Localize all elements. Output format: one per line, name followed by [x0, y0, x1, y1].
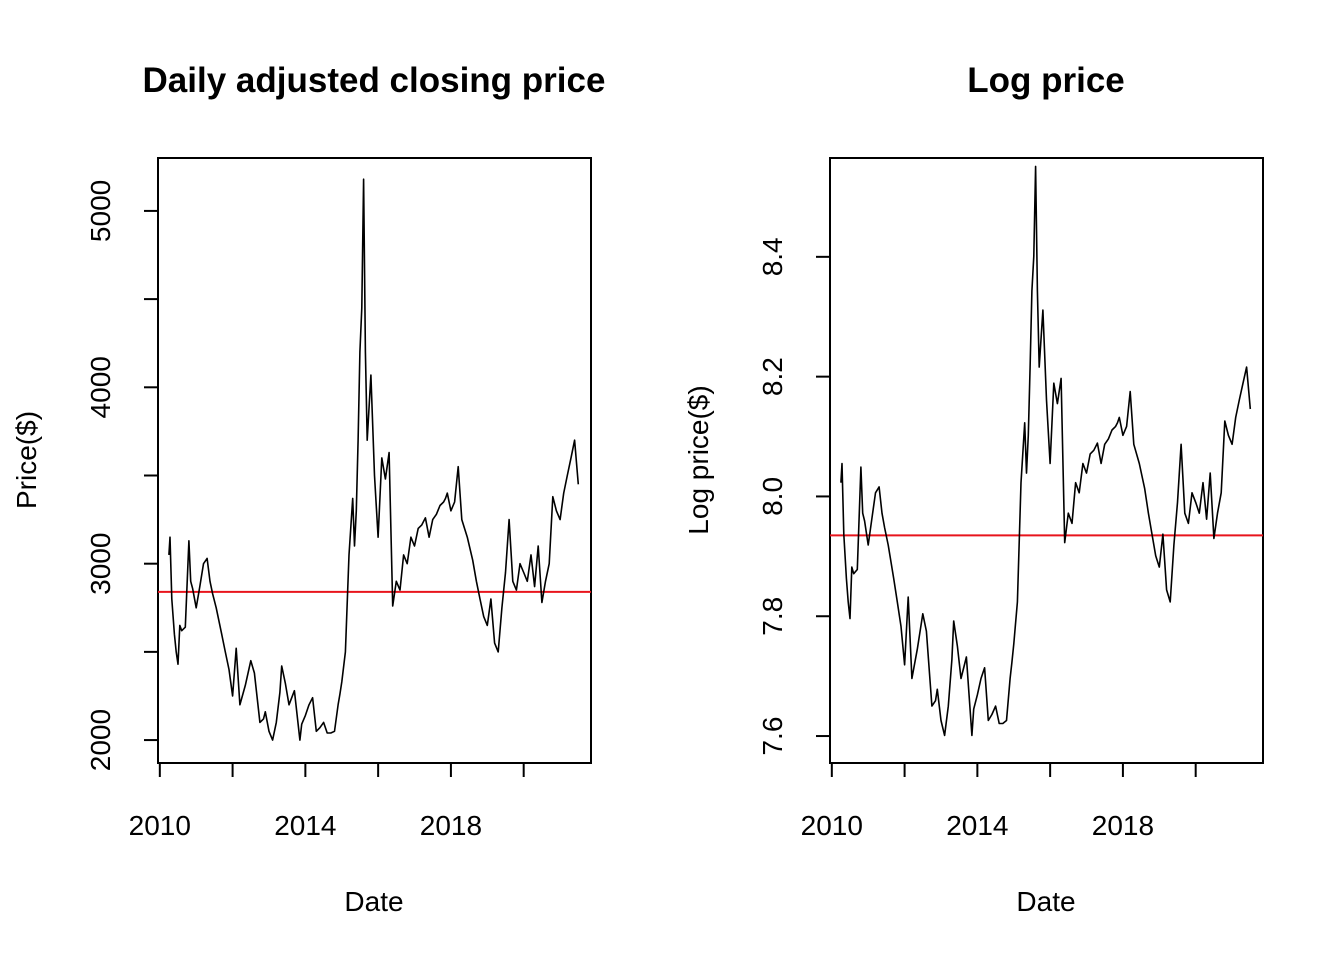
x-tick-label: 2010 — [801, 810, 863, 841]
y-axis-ticks: 7.6 7.8 8.0 8.2 8.4 — [757, 237, 830, 756]
y-axis-ticks: 2000 3000 4000 5000 — [85, 180, 158, 771]
log-price-series-line — [840, 165, 1252, 737]
y-axis-label: Price($) — [11, 411, 42, 509]
y-tick-label: 7.6 — [757, 717, 788, 756]
y-tick-label: 8.4 — [757, 237, 788, 276]
price-series-line — [168, 178, 580, 741]
y-tick-label: 3000 — [85, 533, 116, 595]
y-tick-label: 5000 — [85, 180, 116, 242]
y-tick-label: 7.8 — [757, 597, 788, 636]
y-axis-label: Log price($) — [683, 385, 714, 534]
chart-title: Log price — [967, 61, 1125, 100]
y-tick-label: 2000 — [85, 709, 116, 771]
y-tick-label: 4000 — [85, 356, 116, 418]
x-tick-label: 2018 — [1092, 810, 1154, 841]
chart-title: Daily adjusted closing price — [143, 61, 606, 100]
price-chart-panel: Daily adjusted closing price 2010 2014 201… — [11, 61, 605, 917]
x-axis-label: Date — [1016, 886, 1075, 917]
x-tick-label: 2014 — [274, 810, 336, 841]
x-tick-label: 2010 — [129, 810, 191, 841]
x-tick-label: 2014 — [946, 810, 1008, 841]
x-tick-label: 2018 — [420, 810, 482, 841]
y-tick-label: 8.0 — [757, 477, 788, 516]
x-axis-ticks: 2010 2014 2018 — [129, 763, 525, 841]
y-tick-label: 8.2 — [757, 357, 788, 396]
x-axis-label: Date — [344, 886, 403, 917]
x-axis-ticks: 2010 2014 2018 — [801, 763, 1197, 841]
plot-frame — [829, 157, 1264, 764]
log-price-chart-panel: Log price 2010 2014 2018 7.6 7.8 8.0 8.2 8.4 D… — [683, 61, 1264, 917]
